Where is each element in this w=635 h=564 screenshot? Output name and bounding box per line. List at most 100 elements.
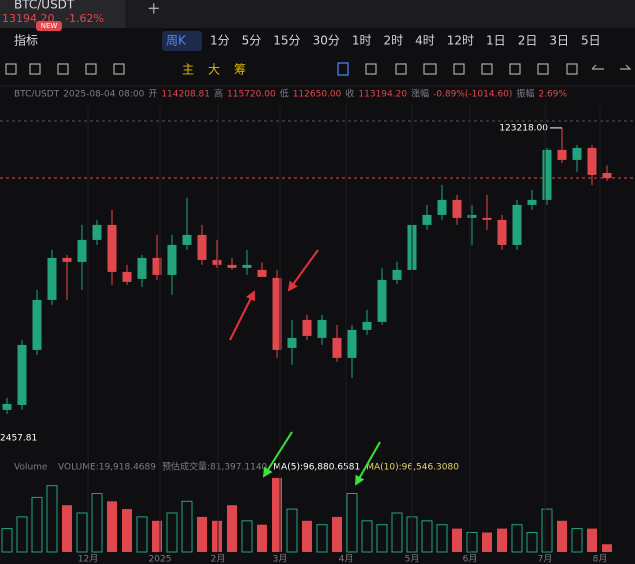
timeframes: 1分 5分 15分 30分 1时 2时 4时 12时 1日 2日 3日 5日 bbox=[210, 34, 601, 48]
candle-body bbox=[497, 219, 507, 245]
period-button[interactable]: 周K bbox=[166, 34, 187, 48]
volume-bar bbox=[587, 528, 597, 552]
candle-body bbox=[62, 257, 72, 262]
field-label: 高 bbox=[214, 88, 223, 100]
low-label: 2457.81 bbox=[0, 434, 37, 444]
timeframe[interactable]: 30分 bbox=[313, 34, 340, 48]
candle-body bbox=[287, 337, 297, 348]
field-value: 113194.20 bbox=[358, 90, 407, 100]
toolbar-icons bbox=[5, 62, 632, 76]
tool[interactable]: 大 bbox=[208, 63, 220, 77]
timeframe[interactable]: 15分 bbox=[273, 34, 300, 48]
volume-bar bbox=[421, 520, 433, 553]
volume-bar bbox=[46, 485, 58, 553]
field-label: 收 bbox=[345, 88, 354, 100]
x-tick-label: 4月 bbox=[339, 554, 354, 564]
x-tick-label: 7月 bbox=[538, 554, 553, 564]
volume-bar bbox=[76, 512, 88, 553]
volume-bar bbox=[1, 528, 13, 553]
timeframe[interactable]: 1日 bbox=[486, 34, 506, 48]
field-value: 2.69% bbox=[538, 90, 567, 100]
tab-change: -1.62% bbox=[65, 12, 104, 25]
candle-body bbox=[17, 344, 27, 405]
badge bbox=[36, 21, 62, 31]
timeframe[interactable]: 1时 bbox=[352, 34, 372, 48]
symbol: BTC/USDT bbox=[14, 90, 60, 100]
candle-body bbox=[137, 257, 147, 279]
volume-bar bbox=[227, 505, 237, 552]
volume-bar bbox=[511, 524, 523, 553]
tool[interactable]: 主 bbox=[182, 63, 194, 77]
volume-bar bbox=[316, 524, 328, 553]
indicator-button[interactable]: 指标 bbox=[14, 33, 38, 48]
volume-label: VOLUME:19,918.4689 bbox=[58, 463, 156, 473]
volume-bar bbox=[272, 477, 282, 552]
volume-bar bbox=[241, 520, 253, 553]
candle-body bbox=[437, 199, 447, 215]
volume-title: Volume bbox=[14, 463, 48, 473]
candle-body bbox=[77, 239, 87, 262]
volume-bar bbox=[166, 512, 178, 553]
timeframe[interactable]: 4时 bbox=[415, 34, 435, 48]
field-label: 开 bbox=[148, 89, 157, 100]
volume-bar bbox=[541, 508, 553, 553]
volume-bar bbox=[302, 520, 312, 552]
timeframe[interactable]: 5日 bbox=[581, 34, 601, 48]
x-tick-label: 2025 bbox=[149, 555, 172, 564]
timeframe[interactable]: 12时 bbox=[447, 34, 474, 48]
volume-bar bbox=[466, 532, 478, 553]
volume-bar bbox=[212, 520, 222, 552]
candle-body bbox=[227, 264, 237, 268]
candle-body bbox=[587, 147, 597, 175]
candle-body bbox=[167, 244, 177, 275]
x-tick-label: 5月 bbox=[405, 554, 420, 564]
timeframe[interactable]: 5分 bbox=[242, 34, 262, 48]
candle-body bbox=[362, 321, 372, 330]
timeframe[interactable]: 1分 bbox=[210, 34, 230, 48]
tab-title: BTC/USDT bbox=[14, 0, 75, 12]
timeframe[interactable]: 2时 bbox=[383, 34, 403, 48]
candle-body bbox=[182, 234, 192, 245]
annotation-arrow bbox=[229, 290, 255, 341]
volume-bar bbox=[526, 532, 538, 553]
time: 2025-08-04 08:00 bbox=[63, 90, 144, 100]
candle-body bbox=[242, 264, 252, 268]
candle-body bbox=[2, 403, 12, 410]
x-tick-label: 6月 bbox=[463, 554, 478, 564]
candle-body bbox=[422, 214, 432, 225]
candle-body bbox=[467, 214, 477, 218]
timeframe[interactable]: 3日 bbox=[549, 34, 569, 48]
volume-label: MA(5):96,880.6581 bbox=[273, 463, 360, 473]
info-line: BTC/USDT 2025-08-04 08:00 开 114208.81 高 11572… bbox=[14, 88, 567, 100]
volume-bar bbox=[571, 528, 583, 553]
candle-body bbox=[302, 319, 312, 336]
add-tab[interactable]: + bbox=[147, 0, 160, 18]
candle-body bbox=[512, 204, 522, 245]
candle-body bbox=[527, 199, 537, 205]
candle-body bbox=[257, 269, 267, 277]
tab-price: 13194.20 bbox=[2, 12, 55, 25]
candle-body bbox=[482, 217, 492, 220]
candle-body bbox=[107, 224, 117, 272]
field-value: 114208.81 bbox=[161, 90, 210, 100]
candle-body bbox=[572, 147, 582, 160]
tool[interactable]: 筹 bbox=[234, 63, 246, 77]
volume-label: MA(10):96,546.3080 bbox=[366, 463, 459, 473]
volume-bar bbox=[31, 496, 43, 553]
candle-body bbox=[557, 149, 567, 160]
volume-bar bbox=[136, 516, 148, 553]
volume-bar bbox=[62, 505, 72, 552]
candle-body bbox=[392, 269, 402, 280]
candle-body bbox=[92, 224, 102, 240]
tab[interactable] bbox=[0, 0, 125, 28]
field-value: -0.89%(-1014.60) bbox=[433, 90, 512, 100]
timeframe[interactable]: 2日 bbox=[518, 34, 538, 48]
price-plot: 123218.00 2457.81 Volume VOLUME:19,918.4689… bbox=[0, 105, 635, 564]
volume-bar bbox=[181, 500, 193, 553]
volume-bar bbox=[436, 524, 448, 553]
volume-bar bbox=[332, 516, 342, 552]
volume-bar bbox=[497, 528, 507, 552]
volume-bar bbox=[107, 501, 117, 552]
volume-bar bbox=[391, 512, 403, 553]
